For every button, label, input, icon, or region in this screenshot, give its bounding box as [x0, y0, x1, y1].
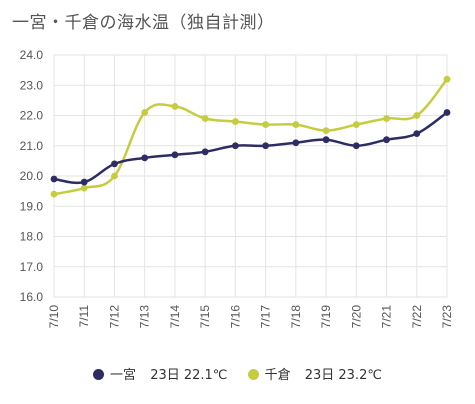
y-tick-label: 18.0: [20, 230, 44, 244]
data-point-一宮-7/11[interactable]: [80, 178, 88, 186]
data-point-一宮-7/21[interactable]: [383, 136, 390, 144]
legend-marker-chikura: [247, 369, 259, 380]
legend-latest-value: 23日 23.2℃: [304, 368, 382, 383]
data-point-千倉-7/18[interactable]: [292, 121, 300, 128]
y-tick-label: 22.0: [20, 109, 44, 123]
data-point-千倉-7/17[interactable]: [262, 121, 270, 128]
x-tick-label: 7/17: [259, 305, 273, 329]
data-point-一宮-7/19[interactable]: [322, 136, 330, 144]
data-point-千倉-7/23[interactable]: [443, 75, 451, 83]
data-point-一宮-7/20[interactable]: [352, 142, 360, 150]
x-tick-label: 7/15: [198, 305, 212, 329]
x-tick-label: 7/23: [440, 305, 454, 329]
data-point-千倉-7/14[interactable]: [171, 103, 179, 110]
x-tick-label: 7/11: [77, 305, 91, 328]
x-tick-label: 7/10: [47, 305, 61, 329]
data-point-千倉-7/11[interactable]: [80, 184, 88, 192]
data-point-千倉-7/16[interactable]: [231, 118, 239, 125]
data-point-千倉-7/12[interactable]: [111, 172, 118, 180]
x-tick-label: 7/22: [410, 305, 424, 329]
x-tick-label: 7/21: [380, 305, 394, 329]
x-tick-label: 7/18: [289, 305, 303, 329]
y-tick-label: 24.0: [20, 48, 44, 62]
x-tick-label: 7/12: [107, 305, 121, 329]
data-point-千倉-7/19[interactable]: [322, 127, 330, 135]
y-tick-label: 17.0: [20, 260, 44, 274]
y-tick-label: 20.0: [20, 169, 44, 183]
y-tick-label: 16.0: [20, 290, 44, 304]
data-point-千倉-7/22[interactable]: [413, 112, 421, 119]
data-point-一宮-7/15[interactable]: [201, 148, 209, 156]
data-point-千倉-7/10[interactable]: [50, 190, 58, 198]
legend-series-name: 千倉: [264, 368, 291, 383]
legend-item-chikura[interactable]: 千倉 23日 23.2℃: [247, 364, 382, 383]
data-point-千倉-7/20[interactable]: [352, 121, 360, 128]
y-tick-label: 21.0: [20, 139, 44, 153]
x-tick-label: 7/13: [138, 305, 152, 329]
data-point-千倉-7/21[interactable]: [383, 115, 390, 122]
x-tick-label: 7/14: [168, 305, 182, 329]
data-point-一宮-7/13[interactable]: [141, 154, 149, 162]
data-point-千倉-7/13[interactable]: [141, 109, 149, 116]
data-point-一宮-7/22[interactable]: [413, 130, 421, 138]
y-tick-label: 23.0: [20, 78, 44, 92]
data-point-一宮-7/16[interactable]: [231, 142, 239, 150]
data-point-一宮-7/23[interactable]: [443, 109, 451, 116]
legend-latest-value: 23日 22.1℃: [150, 368, 228, 383]
x-tick-label: 7/20: [349, 305, 363, 329]
y-tick-label: 19.0: [20, 199, 44, 213]
x-tick-label: 7/16: [228, 305, 242, 329]
data-point-一宮-7/10[interactable]: [50, 175, 58, 183]
data-point-一宮-7/18[interactable]: [292, 139, 300, 147]
data-point-一宮-7/14[interactable]: [171, 151, 179, 159]
legend-item-ichinomiya[interactable]: 一宮 23日 22.1℃: [93, 364, 227, 383]
data-point-千倉-7/15[interactable]: [201, 115, 209, 122]
data-point-一宮-7/17[interactable]: [262, 142, 270, 150]
x-tick-label: 7/19: [319, 305, 333, 329]
legend: 一宮 23日 22.1℃ 千倉 23日 23.2℃: [0, 364, 475, 383]
legend-series-name: 一宮: [110, 368, 137, 383]
chart-title: 一宮・千倉の海水温（独自計測）: [12, 13, 275, 33]
legend-marker-ichinomiya: [93, 369, 105, 380]
data-point-一宮-7/12[interactable]: [111, 160, 118, 168]
